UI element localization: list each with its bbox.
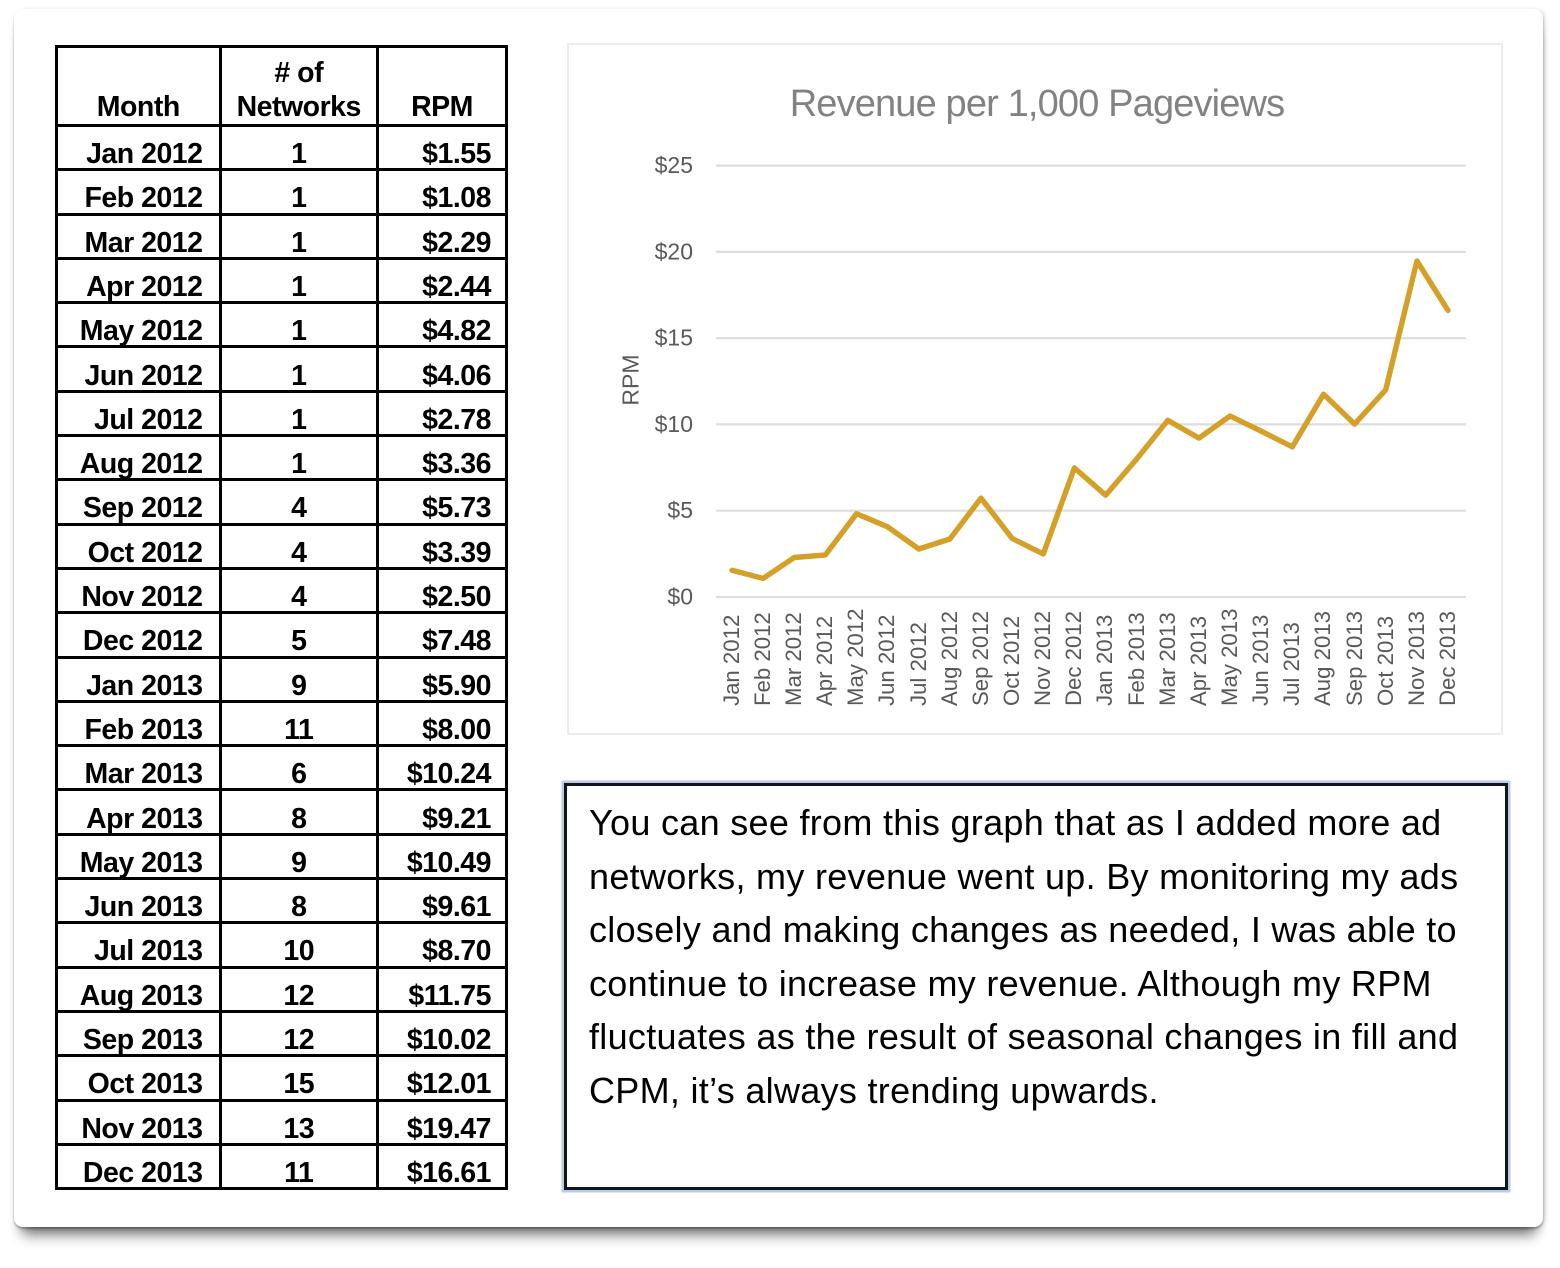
- svg-text:Jul 2013: Jul 2013: [1279, 622, 1304, 706]
- svg-text:$15: $15: [655, 325, 693, 351]
- svg-text:Mar 2012: Mar 2012: [781, 612, 806, 706]
- svg-text:RPM: RPM: [618, 354, 644, 405]
- svg-text:Nov 2013: Nov 2013: [1404, 611, 1429, 706]
- svg-text:Apr 2012: Apr 2012: [812, 616, 837, 706]
- svg-text:Aug 2013: Aug 2013: [1310, 611, 1335, 706]
- svg-text:Dec 2013: Dec 2013: [1435, 611, 1460, 706]
- svg-text:Revenue per 1,000 Pageviews: Revenue per 1,000 Pageviews: [790, 83, 1285, 125]
- svg-text:Apr 2013: Apr 2013: [1186, 616, 1211, 706]
- svg-text:$5: $5: [667, 497, 693, 523]
- svg-text:Nov 2012: Nov 2012: [1030, 611, 1055, 706]
- svg-text:Oct 2012: Oct 2012: [999, 616, 1024, 706]
- svg-text:Aug 2012: Aug 2012: [937, 611, 962, 706]
- svg-text:Jul 2012: Jul 2012: [906, 622, 931, 706]
- svg-text:Jan 2012: Jan 2012: [719, 615, 744, 706]
- svg-text:Jun 2012: Jun 2012: [874, 615, 899, 706]
- svg-text:May 2013: May 2013: [1217, 609, 1242, 706]
- svg-text:Oct 2013: Oct 2013: [1373, 616, 1398, 706]
- svg-text:$0: $0: [667, 584, 693, 610]
- svg-text:Dec 2012: Dec 2012: [1061, 611, 1086, 706]
- svg-text:Sep 2012: Sep 2012: [968, 611, 993, 706]
- svg-text:Jun 2013: Jun 2013: [1248, 615, 1273, 706]
- svg-text:$25: $25: [655, 152, 693, 178]
- svg-text:Feb 2012: Feb 2012: [750, 612, 775, 706]
- svg-text:Sep 2013: Sep 2013: [1342, 611, 1367, 706]
- svg-text:May 2012: May 2012: [843, 609, 868, 706]
- svg-text:$10: $10: [655, 411, 693, 437]
- svg-text:Mar 2013: Mar 2013: [1155, 612, 1180, 706]
- svg-text:$20: $20: [655, 238, 693, 264]
- svg-text:Jan 2013: Jan 2013: [1092, 615, 1117, 706]
- svg-text:Feb 2013: Feb 2013: [1124, 612, 1149, 706]
